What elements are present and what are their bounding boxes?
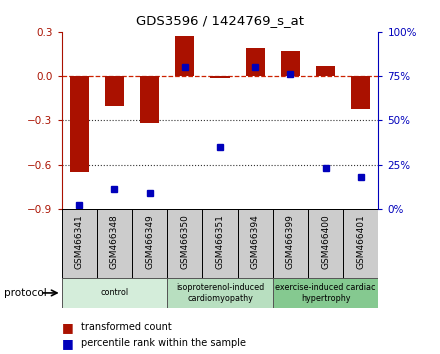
Bar (132, 209, 167, 280)
Bar (273, 209, 308, 280)
Text: GSM466350: GSM466350 (180, 215, 189, 269)
Text: GSM466348: GSM466348 (110, 215, 119, 269)
Text: ■: ■ (62, 321, 73, 334)
Bar (210, 76, 230, 78)
Text: GSM466351: GSM466351 (216, 215, 224, 269)
Bar (62, 209, 97, 280)
Text: GSM466341: GSM466341 (75, 215, 84, 269)
Text: GDS3596 / 1424769_s_at: GDS3596 / 1424769_s_at (136, 14, 304, 27)
Bar (246, 48, 265, 76)
Bar (273, 278, 378, 308)
Text: isoproterenol-induced
cardiomyopathy: isoproterenol-induced cardiomyopathy (176, 283, 264, 303)
Bar (238, 209, 273, 280)
Text: percentile rank within the sample: percentile rank within the sample (81, 338, 246, 348)
Bar (70, 76, 89, 172)
Text: GSM466349: GSM466349 (145, 215, 154, 269)
Bar (105, 76, 124, 105)
Text: GSM466400: GSM466400 (321, 215, 330, 269)
Text: GSM466394: GSM466394 (251, 215, 260, 269)
Text: ■: ■ (62, 337, 73, 350)
Text: transformed count: transformed count (81, 322, 172, 332)
Bar (97, 209, 132, 280)
Bar (140, 76, 159, 123)
Bar (62, 278, 167, 308)
Bar (343, 209, 378, 280)
Bar (316, 66, 335, 76)
Bar (167, 209, 202, 280)
Text: protocol: protocol (4, 288, 47, 298)
Text: exercise-induced cardiac
hypertrophy: exercise-induced cardiac hypertrophy (275, 283, 376, 303)
Bar (351, 76, 370, 109)
Text: GSM466401: GSM466401 (356, 215, 365, 269)
Bar (202, 209, 238, 280)
Bar (281, 51, 300, 76)
Text: control: control (100, 289, 128, 297)
Bar (308, 209, 343, 280)
Bar (167, 278, 273, 308)
Text: GSM466399: GSM466399 (286, 215, 295, 269)
Bar (175, 36, 194, 76)
